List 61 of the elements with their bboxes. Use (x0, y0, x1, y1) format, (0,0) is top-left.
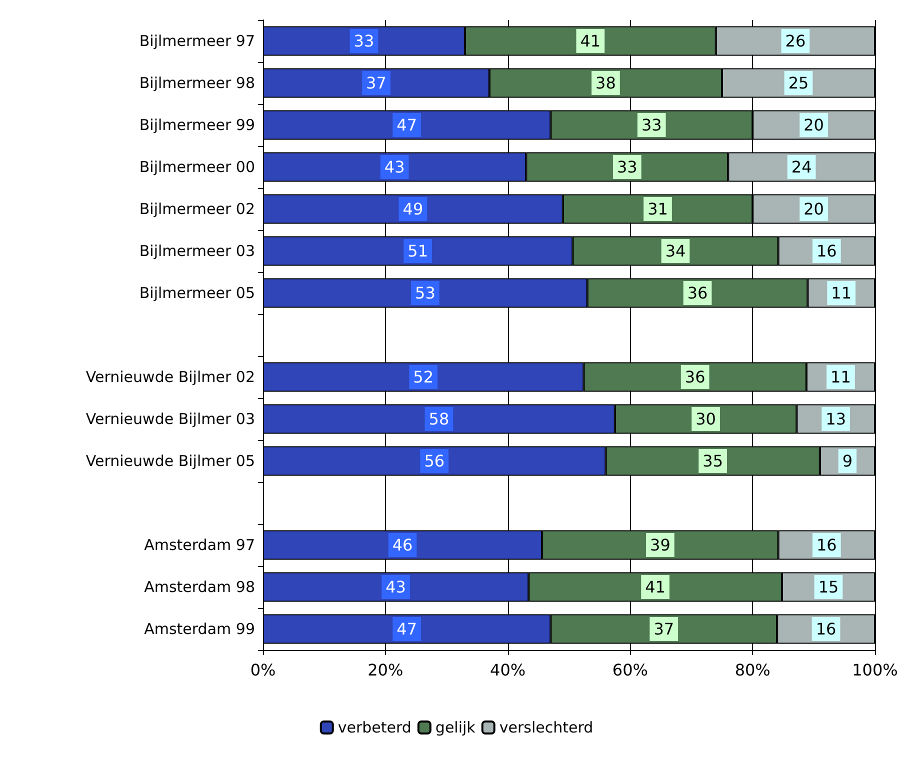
data-label: 52 (413, 368, 434, 386)
y-tick-label: Bijlmermeer 99 (139, 116, 255, 134)
data-label: 43 (384, 158, 405, 176)
data-label: 43 (386, 578, 406, 596)
x-tick-label: 20% (368, 660, 404, 680)
data-label: 56 (424, 452, 445, 470)
data-label: 35 (702, 452, 723, 470)
data-label: 37 (654, 620, 674, 638)
data-label: 16 (816, 536, 837, 554)
data-label: 51 (408, 242, 428, 260)
y-tick-label: Vernieuwde Bijlmer 02 (86, 368, 255, 386)
data-label: 9 (842, 452, 853, 470)
data-label: 47 (396, 620, 417, 638)
y-tick-label: Bijlmermeer 03 (139, 242, 255, 260)
data-label: 30 (696, 410, 716, 428)
data-label: 47 (396, 116, 417, 134)
data-label: 36 (687, 284, 708, 302)
y-tick-label: Bijlmermeer 02 (139, 200, 255, 218)
y-tick-label: Bijlmermeer 97 (139, 32, 255, 50)
data-label: 13 (826, 410, 846, 428)
data-label: 33 (641, 116, 662, 134)
x-tick-label: 0% (250, 660, 276, 680)
data-label: 39 (650, 536, 670, 554)
data-label: 36 (684, 368, 706, 386)
y-tick-label: Bijlmermeer 00 (139, 158, 255, 176)
x-tick-label: 60% (612, 660, 648, 680)
data-label: 58 (428, 410, 450, 428)
y-tick-label: Vernieuwde Bijlmer 03 (86, 410, 255, 428)
data-label: 37 (366, 74, 386, 92)
data-label: 11 (830, 368, 851, 386)
data-label: 11 (831, 284, 852, 302)
data-label: 24 (791, 158, 812, 176)
data-label: 16 (816, 620, 836, 638)
y-tick-label: Vernieuwde Bijlmer 05 (86, 452, 255, 470)
y-tick-label: Amsterdam 97 (144, 536, 255, 554)
data-label: 41 (580, 32, 601, 50)
data-label: 33 (616, 158, 638, 176)
data-label: 41 (645, 578, 666, 596)
x-tick-label: 80% (734, 660, 770, 680)
x-tick-label: 40% (490, 660, 526, 680)
data-label: 20 (804, 116, 824, 134)
data-label: 49 (402, 200, 424, 218)
data-label: 20 (804, 200, 824, 218)
legend-label: verslechterd (499, 718, 594, 736)
data-label: 26 (785, 32, 806, 50)
data-label: 15 (818, 578, 839, 596)
legend-label: verbeterd (338, 718, 412, 736)
y-tick-label: Amsterdam 98 (144, 578, 255, 596)
data-label: 33 (354, 32, 374, 50)
data-label: 31 (648, 200, 668, 218)
data-label: 25 (788, 74, 809, 92)
data-label: 53 (415, 284, 436, 302)
y-tick-label: Bijlmermeer 05 (139, 284, 255, 302)
data-label: 38 (596, 74, 616, 92)
data-label: 16 (816, 242, 837, 260)
legend-label: gelijk (435, 718, 476, 736)
data-label: 34 (665, 242, 686, 260)
y-tick-label: Amsterdam 99 (144, 620, 255, 638)
data-label: 46 (392, 536, 413, 554)
y-tick-label: Bijlmermeer 98 (139, 74, 255, 92)
x-tick-label: 100% (852, 660, 898, 680)
